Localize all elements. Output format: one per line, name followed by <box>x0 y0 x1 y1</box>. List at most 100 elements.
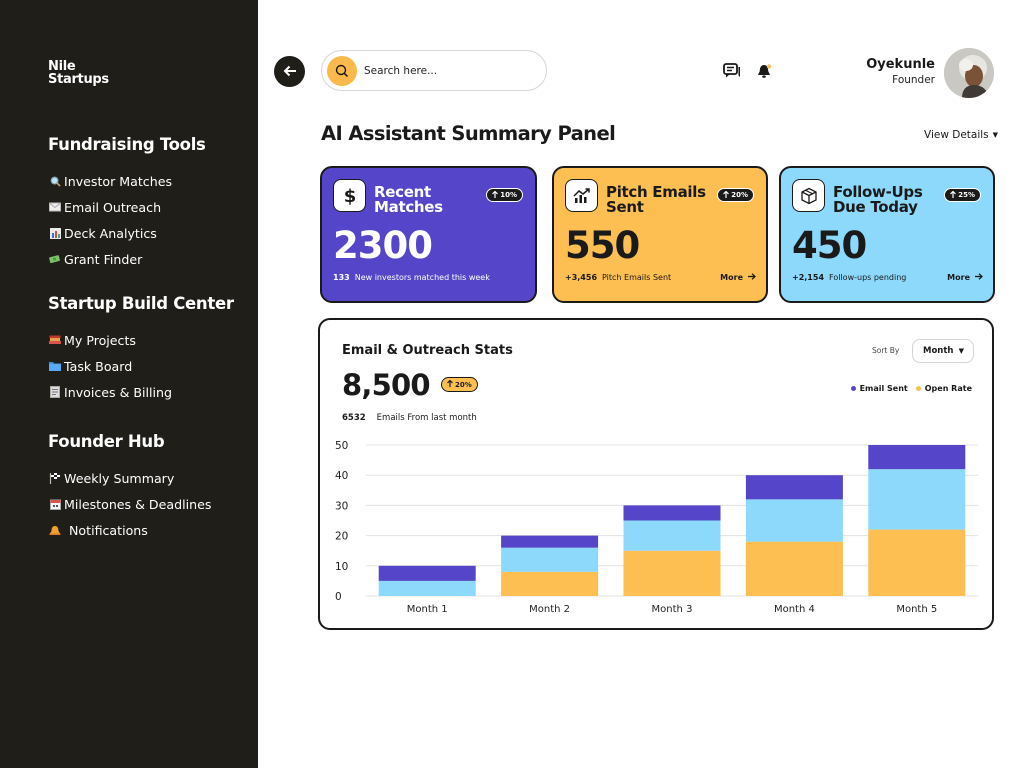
view-details-label: View Details <box>924 129 989 141</box>
card-recent-matches[interactable]: $ Recent Matches 10% 2300 133 New invest… <box>320 166 537 303</box>
sidebar-item-label: Investor Matches <box>64 173 173 189</box>
sub-stat: 6532 Emails From last month <box>342 413 477 423</box>
card-value: 450 <box>792 224 867 267</box>
trend-badge: 20% <box>441 377 478 392</box>
messages-icon[interactable] <box>722 61 742 81</box>
nav-section-build-center: Startup Build Center My Projects Task Bo… <box>48 294 234 405</box>
card-footer-number: +2,154 <box>792 273 825 282</box>
arrow-right-icon <box>748 273 756 282</box>
search-input[interactable] <box>364 64 534 77</box>
card-title-line: Sent <box>606 198 644 216</box>
card-title-line: Matches <box>374 198 443 216</box>
search-icon[interactable] <box>327 55 357 86</box>
x-tick-label: Month 4 <box>774 604 815 615</box>
avatar[interactable] <box>944 48 994 98</box>
sidebar-item-label: Milestones & Deadlines <box>64 496 212 512</box>
card-follow-ups[interactable]: Follow-Ups Due Today 25% 450 +2,154 Foll… <box>779 166 995 303</box>
card-footer: +3,456 Pitch Emails Sent <box>565 273 671 282</box>
more-link[interactable]: More <box>947 273 983 282</box>
card-title: Recent Matches <box>374 185 443 215</box>
chart-legend: Email Sent Open Rate <box>850 384 972 393</box>
books-icon <box>48 333 62 347</box>
sidebar-item-email-outreach[interactable]: Email Outreach <box>48 194 206 220</box>
sidebar-item-task-board[interactable]: Task Board <box>48 353 234 379</box>
bar-segment <box>745 499 843 542</box>
back-button[interactable] <box>274 56 305 87</box>
bar-segment <box>745 541 843 596</box>
sort-by-label: Sort By <box>872 346 900 355</box>
trend-badge-value: 10% <box>500 191 517 199</box>
card-pitch-emails[interactable]: Pitch Emails Sent 20% 550 +3,456 Pitch E… <box>552 166 768 303</box>
trend-badge: 10% <box>486 188 523 202</box>
card-footer-number: 133 <box>333 273 350 282</box>
arrow-up-icon <box>492 190 499 200</box>
card-footer-text: Pitch Emails Sent <box>602 273 672 282</box>
folder-icon <box>48 359 62 373</box>
sidebar-item-label: Email Outreach <box>64 199 162 215</box>
card-title-line: Pitch Emails <box>606 183 706 201</box>
sidebar-item-grant-finder[interactable]: Grant Finder <box>48 246 206 272</box>
bar-segment <box>378 565 476 581</box>
card-title-line: Due Today <box>833 198 918 216</box>
x-tick-label: Month 3 <box>652 604 693 615</box>
bar-segment <box>501 547 599 572</box>
legend-item: Email Sent <box>850 384 908 393</box>
sidebar-item-investor-matches[interactable]: Investor Matches <box>48 168 206 194</box>
nav-heading: Fundraising Tools <box>48 135 206 154</box>
nav-heading: Founder Hub <box>48 432 165 451</box>
calendar-icon <box>48 497 62 511</box>
legend-item: Open Rate <box>915 384 972 393</box>
sidebar-item-my-projects[interactable]: My Projects <box>48 327 234 353</box>
legend-label: Open Rate <box>924 384 972 393</box>
y-tick-label: 20 <box>335 531 348 543</box>
sidebar-item-label: Task Board <box>64 358 133 374</box>
view-details-dropdown[interactable]: View Details ▼ <box>924 129 998 141</box>
nav-heading: Startup Build Center <box>48 294 234 313</box>
app-logo[interactable]: Nile Startups <box>48 60 109 86</box>
arrow-right-icon <box>975 273 983 282</box>
growth-chart-icon <box>565 179 598 212</box>
sidebar-item-invoices[interactable]: Invoices & Billing <box>48 379 234 405</box>
legend-swatch <box>850 386 856 391</box>
user-role: Founder <box>892 74 935 86</box>
bar-segment <box>501 571 599 596</box>
sidebar-item-label: Notifications <box>69 522 148 538</box>
sidebar-item-deck-analytics[interactable]: Deck Analytics <box>48 220 206 246</box>
bar-chart-icon <box>48 226 62 240</box>
card-footer-number: +3,456 <box>565 273 598 282</box>
user-name: Oyekunle <box>866 57 935 72</box>
card-title-line: Recent <box>374 183 431 201</box>
sidebar-item-label: My Projects <box>64 332 136 348</box>
bar-segment <box>623 505 721 521</box>
card-footer-text: New investors matched this week <box>354 273 490 282</box>
trend-badge: 25% <box>944 188 981 202</box>
card-value: 2300 <box>333 224 433 267</box>
sub-stat-number: 6532 <box>342 413 366 423</box>
svg-text:$: $ <box>343 186 356 207</box>
trend-badge-value: 20% <box>455 380 472 389</box>
notification-bell-icon[interactable] <box>754 61 774 81</box>
total-emails-value: 8,500 <box>342 368 431 402</box>
panel-title: Email & Outreach Stats <box>342 343 513 358</box>
card-title-line: Follow-Ups <box>833 183 923 201</box>
arrow-up-icon <box>950 190 957 200</box>
sidebar-item-milestones[interactable]: Milestones & Deadlines <box>48 491 211 517</box>
trend-badge: 20% <box>717 188 754 202</box>
trend-badge-value: 20% <box>731 191 748 199</box>
caret-down-icon: ▼ <box>958 347 964 355</box>
trend-badge-value: 25% <box>958 191 975 199</box>
x-tick-label: Month 5 <box>896 604 937 615</box>
bar-segment <box>623 520 721 551</box>
stacked-bar-chart: 0 10 20 30 40 50 Month 1 Month 2 Month 3 Month 4 M… <box>335 440 978 615</box>
caret-down-icon: ▼ <box>992 131 999 139</box>
envelope-icon <box>48 200 62 214</box>
x-tick-label: Month 1 <box>407 604 448 615</box>
bar-segment <box>868 469 966 530</box>
more-link[interactable]: More <box>720 273 756 282</box>
magnifier-icon <box>48 174 62 188</box>
sort-by-select[interactable]: Month ▼ <box>912 339 974 363</box>
sidebar-item-notifications[interactable]: Notifications <box>48 517 211 543</box>
sidebar-item-weekly-summary[interactable]: Weekly Summary <box>48 465 211 491</box>
sort-value: Month <box>923 346 954 356</box>
search-bar[interactable] <box>321 50 547 91</box>
